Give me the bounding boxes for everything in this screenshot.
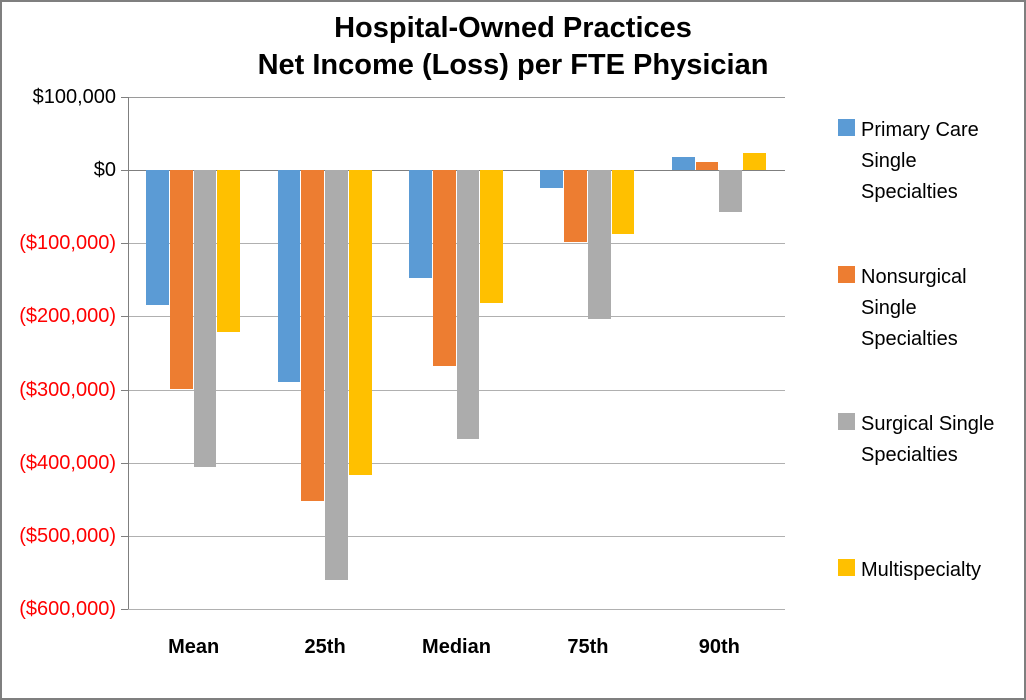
legend-swatch-2	[838, 266, 855, 283]
bar-75th-series-1	[540, 170, 564, 188]
y-axis-tick	[121, 463, 128, 464]
chart-title-line-2: Net Income (Loss) per FTE Physician	[257, 49, 769, 81]
y-axis-tick-label: ($500,000)	[19, 525, 116, 547]
bar-75th-series-2	[564, 170, 587, 242]
category-label-75th: 75th	[567, 636, 609, 658]
bar-90th-series-3	[719, 170, 743, 212]
legend-swatch-3	[838, 413, 855, 430]
bar-25th-series-4	[348, 170, 372, 476]
bar-25th-series-1	[277, 170, 301, 383]
y-axis-tick-label: ($400,000)	[19, 452, 116, 474]
gridline	[128, 536, 785, 537]
y-axis-line	[128, 97, 129, 609]
chart-title-line-1: Hospital-Owned Practices	[334, 12, 692, 44]
bar-90th-series-4	[743, 152, 766, 171]
y-axis-tick-label: ($100,000)	[19, 232, 116, 254]
gridline	[128, 97, 785, 98]
bar-mean-series-1	[146, 170, 169, 306]
y-axis-tick	[121, 609, 128, 610]
y-axis-tick	[121, 243, 128, 244]
y-axis-tick-label: ($600,000)	[19, 598, 116, 620]
legend-label-4: Multispecialty	[861, 559, 982, 581]
bar-90th-series-2	[695, 162, 719, 171]
bar-mean-series-4	[217, 170, 241, 333]
bar-median-series-4	[480, 170, 504, 304]
legend-label-1: Primary Care Single Specialties	[861, 119, 979, 203]
category-label-25th: 25th	[304, 636, 346, 658]
legend-label-3: Surgical Single Specialties	[861, 413, 995, 466]
chart-title: Hospital-Owned Practices Net Income (Los…	[2, 10, 1024, 84]
gridline	[128, 609, 785, 610]
category-label-mean: Mean	[168, 636, 220, 658]
legend-swatch-1	[838, 119, 855, 136]
bar-median-series-2	[432, 170, 456, 367]
bar-mean-series-3	[193, 170, 217, 468]
bar-90th-series-1	[671, 157, 695, 171]
gridline	[128, 463, 785, 464]
y-axis-tick	[121, 536, 128, 537]
category-label-median: Median	[422, 636, 491, 658]
legend-item-2: Nonsurgical Single Specialties	[838, 262, 1018, 355]
y-axis-tick-label: ($200,000)	[19, 305, 116, 327]
y-axis-tick	[121, 170, 128, 171]
legend-label-2: Nonsurgical Single Specialties	[861, 266, 967, 350]
y-axis-tick-label: $100,000	[32, 86, 116, 108]
bar-25th-series-2	[301, 170, 325, 502]
y-axis-tick	[121, 316, 128, 317]
y-axis-tick	[121, 390, 128, 391]
bar-25th-series-3	[325, 170, 348, 580]
y-axis-tick-label: $0	[93, 159, 116, 181]
legend-item-4: Multispecialty	[838, 555, 1018, 586]
legend-item-1: Primary Care Single Specialties	[838, 115, 1018, 208]
bar-mean-series-2	[169, 170, 193, 390]
bar-75th-series-4	[611, 170, 635, 235]
bar-median-series-1	[409, 170, 432, 279]
bar-75th-series-3	[587, 170, 611, 319]
legend-item-3: Surgical Single Specialties	[838, 409, 1018, 471]
y-axis-tick	[121, 97, 128, 98]
bar-median-series-3	[456, 170, 480, 440]
category-label-90th: 90th	[698, 636, 740, 658]
legend-swatch-4	[838, 559, 855, 576]
y-axis-tick-label: ($300,000)	[19, 379, 116, 401]
